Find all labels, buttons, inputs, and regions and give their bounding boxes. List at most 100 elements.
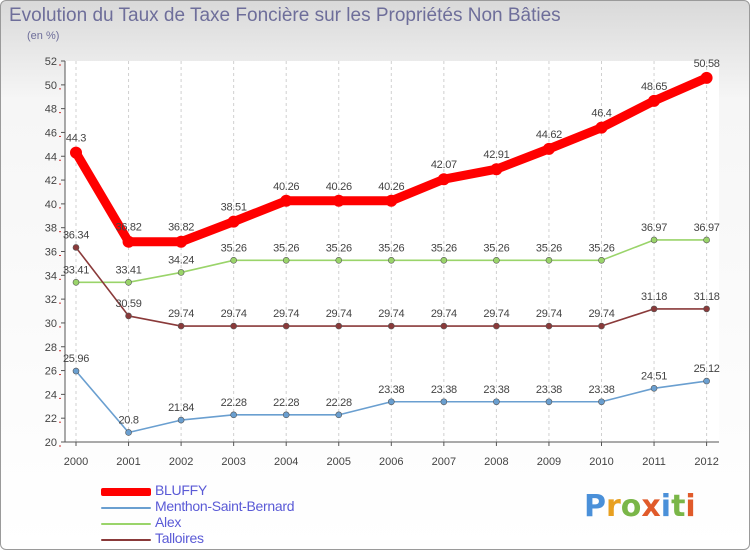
- data-label-bluffy: 36.82: [116, 222, 142, 234]
- data-label-talloires: 30.59: [116, 298, 142, 310]
- data-label-alex: 34.24: [168, 254, 194, 266]
- data-label-menthon-saint-bernard: 22.28: [273, 397, 299, 409]
- data-point-alex: [282, 257, 290, 264]
- data-point-alex: [125, 279, 132, 286]
- data-label-alex: 33.41: [116, 264, 142, 276]
- data-label-menthon-saint-bernard: 23.38: [378, 384, 404, 396]
- data-label-alex: 35.26: [326, 242, 352, 254]
- data-point-talloires: [177, 322, 185, 330]
- y-tick-label: 48: [45, 104, 57, 116]
- data-point-menthon-saint-bernard: [650, 385, 658, 392]
- legend-swatch: [101, 488, 151, 496]
- data-point-alex: [72, 279, 80, 286]
- legend-swatch: [101, 523, 151, 525]
- data-label-bluffy: 48.65: [641, 81, 667, 93]
- data-point-menthon-saint-bernard: [335, 411, 343, 419]
- x-tick-label: 2001: [116, 456, 140, 468]
- data-label-bluffy: 50.58: [694, 58, 720, 70]
- data-point-bluffy: [437, 173, 450, 186]
- data-point-bluffy: [700, 71, 713, 84]
- legend-swatch: [101, 539, 151, 541]
- x-tick-label: 2006: [379, 456, 403, 468]
- data-point-talloires: [282, 322, 290, 330]
- x-tick-label: 2005: [327, 456, 351, 468]
- data-label-alex: 33.41: [63, 264, 89, 276]
- data-label-alex: 35.26: [483, 242, 509, 254]
- data-label-talloires: 29.74: [221, 308, 247, 320]
- data-point-menthon-saint-bernard: [125, 429, 132, 436]
- y-tick-label: 22: [45, 413, 57, 425]
- data-point-bluffy: [648, 94, 661, 107]
- data-point-talloires: [703, 305, 710, 313]
- data-label-bluffy: 42.91: [483, 149, 509, 161]
- data-label-talloires: 36.34: [63, 229, 89, 241]
- x-tick-label: 2004: [274, 456, 298, 468]
- data-label-talloires: 29.74: [168, 308, 194, 320]
- data-label-alex: 35.26: [588, 242, 614, 254]
- y-tick-label: 30: [45, 318, 57, 330]
- data-label-bluffy: 40.26: [326, 181, 352, 193]
- proxiti-logo: Proxiti: [584, 489, 696, 524]
- data-label-menthon-saint-bernard: 25.96: [63, 353, 89, 365]
- data-point-talloires: [72, 244, 80, 251]
- y-tick-label: 36: [45, 247, 57, 259]
- data-point-talloires: [387, 322, 395, 330]
- data-point-alex: [335, 257, 343, 264]
- data-point-bluffy: [280, 194, 293, 207]
- data-point-bluffy: [227, 215, 240, 228]
- data-label-alex: 36.97: [641, 222, 667, 234]
- data-label-menthon-saint-bernard: 21.84: [168, 402, 194, 414]
- data-point-talloires: [598, 322, 605, 330]
- data-point-alex: [545, 257, 553, 264]
- x-tick-label: 2009: [537, 456, 561, 468]
- data-point-alex: [703, 236, 710, 244]
- logo-letter: i: [685, 489, 696, 524]
- data-label-menthon-saint-bernard: 24.51: [641, 370, 667, 382]
- data-label-alex: 35.26: [273, 242, 299, 254]
- data-point-bluffy: [122, 235, 135, 248]
- data-point-menthon-saint-bernard: [703, 377, 710, 385]
- data-label-menthon-saint-bernard: 20.8: [118, 414, 138, 426]
- y-tick-label: 50: [45, 80, 57, 92]
- line-chart: 20 22 24 26 28 30 32 34 36 38 40 42 44 46 48 50 52 2000 20…: [45, 56, 720, 468]
- y-tick-label: 40: [45, 199, 57, 211]
- data-point-talloires: [125, 312, 132, 320]
- legend-label: BLUFFY: [155, 482, 207, 498]
- x-tick-label: 2002: [169, 456, 193, 468]
- x-tick-label: 2010: [589, 456, 613, 468]
- data-point-menthon-saint-bernard: [598, 398, 605, 406]
- data-label-menthon-saint-bernard: 22.28: [326, 397, 352, 409]
- data-point-alex: [177, 269, 185, 276]
- y-tick-label: 34: [45, 270, 57, 282]
- data-point-bluffy: [70, 146, 82, 159]
- data-label-menthon-saint-bernard: 22.28: [221, 397, 247, 409]
- logo-letter: r: [606, 489, 621, 524]
- data-label-bluffy: 44.3: [66, 133, 86, 145]
- x-tick-label: 2000: [64, 456, 88, 468]
- data-point-bluffy: [332, 194, 345, 207]
- data-point-alex: [650, 236, 658, 244]
- data-point-menthon-saint-bernard: [387, 398, 395, 406]
- logo-letter: i: [660, 489, 672, 524]
- data-point-bluffy: [175, 235, 188, 248]
- y-tick-label: 42: [45, 175, 57, 187]
- data-label-talloires: 29.74: [326, 308, 352, 320]
- legend-label: Talloires: [155, 530, 204, 546]
- data-label-alex: 36.97: [694, 222, 720, 234]
- data-label-bluffy: 40.26: [273, 181, 299, 193]
- data-point-bluffy: [542, 142, 555, 155]
- data-point-bluffy: [595, 121, 608, 134]
- data-label-bluffy: 36.82: [168, 222, 194, 234]
- legend-label: Menthon-Saint-Bernard: [155, 498, 295, 514]
- data-point-talloires: [230, 322, 237, 330]
- data-point-talloires: [545, 322, 553, 330]
- data-label-talloires: 29.74: [536, 308, 562, 320]
- data-point-talloires: [440, 322, 448, 330]
- data-point-alex: [493, 257, 500, 264]
- x-tick-label: 2007: [432, 456, 456, 468]
- x-tick-label: 2011: [642, 456, 666, 468]
- data-label-talloires: 29.74: [273, 308, 299, 320]
- data-label-menthon-saint-bernard: 23.38: [536, 384, 562, 396]
- data-point-menthon-saint-bernard: [282, 411, 290, 419]
- data-point-talloires: [493, 322, 500, 330]
